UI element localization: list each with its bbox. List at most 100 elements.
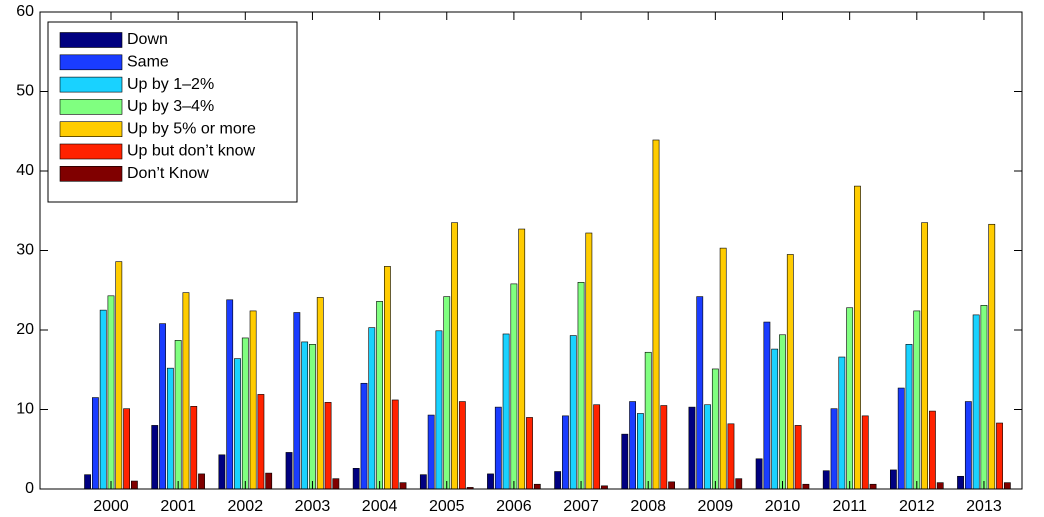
bar bbox=[174, 340, 182, 490]
legend-swatch bbox=[59, 54, 123, 71]
y-tick-label: 60 bbox=[16, 3, 34, 20]
bar bbox=[779, 334, 786, 490]
bar bbox=[226, 299, 234, 490]
legend-label: Down bbox=[127, 31, 168, 48]
legend-label: Up by 1–2% bbox=[127, 76, 214, 93]
y-tick-label: 50 bbox=[16, 83, 34, 100]
bar bbox=[131, 480, 138, 490]
bar bbox=[569, 335, 577, 490]
bar bbox=[846, 307, 854, 490]
bar bbox=[151, 425, 159, 490]
bar bbox=[802, 483, 810, 490]
bar bbox=[936, 482, 944, 490]
bar bbox=[285, 452, 293, 490]
x-tick-label: 2002 bbox=[228, 498, 264, 515]
bar bbox=[660, 405, 668, 490]
bar bbox=[427, 414, 435, 490]
bar bbox=[905, 344, 913, 490]
x-tick-label: 2004 bbox=[362, 498, 398, 515]
bar bbox=[1003, 482, 1011, 490]
bar bbox=[99, 309, 107, 490]
x-tick-label: 2008 bbox=[630, 498, 666, 515]
bar bbox=[957, 475, 964, 490]
bar bbox=[996, 422, 1003, 490]
legend-label: Up by 3–4% bbox=[127, 98, 214, 115]
bar bbox=[391, 399, 399, 490]
bar bbox=[988, 223, 996, 490]
bar bbox=[704, 404, 711, 490]
bar bbox=[510, 283, 518, 490]
bar bbox=[794, 425, 802, 490]
bar bbox=[593, 404, 601, 490]
x-tick-label: 2006 bbox=[496, 498, 532, 515]
y-tick-label: 30 bbox=[16, 242, 34, 259]
bar bbox=[577, 281, 585, 490]
bar bbox=[494, 406, 502, 490]
legend-swatch bbox=[59, 166, 123, 182]
bar bbox=[107, 295, 115, 490]
bar bbox=[727, 423, 735, 490]
bar bbox=[554, 471, 562, 490]
bar bbox=[861, 415, 869, 490]
bar bbox=[711, 368, 719, 490]
bar bbox=[234, 358, 241, 490]
bar bbox=[889, 469, 897, 490]
bar bbox=[518, 228, 526, 490]
bar bbox=[182, 292, 190, 490]
bar bbox=[301, 341, 309, 490]
legend-label: Up but don’t know bbox=[127, 143, 256, 160]
bar bbox=[688, 406, 696, 490]
bar bbox=[830, 408, 838, 490]
bar bbox=[123, 408, 130, 490]
bar bbox=[755, 458, 763, 490]
bar bbox=[451, 222, 458, 490]
bar bbox=[964, 401, 972, 490]
bar bbox=[360, 382, 368, 490]
bar bbox=[218, 454, 226, 490]
bar bbox=[383, 266, 391, 490]
bar bbox=[897, 387, 905, 490]
bar bbox=[332, 478, 340, 490]
bar bbox=[198, 473, 205, 490]
bar bbox=[771, 348, 779, 490]
bar bbox=[562, 415, 569, 490]
bar bbox=[629, 401, 636, 490]
legend-swatch bbox=[59, 99, 123, 115]
bar bbox=[822, 470, 830, 490]
y-tick-label: 40 bbox=[16, 162, 34, 179]
legend-swatch bbox=[59, 121, 123, 137]
bar bbox=[115, 261, 123, 490]
x-tick-label: 2012 bbox=[899, 498, 935, 515]
bar bbox=[526, 417, 533, 490]
bar bbox=[352, 468, 360, 490]
bar bbox=[668, 481, 675, 490]
bar bbox=[166, 367, 174, 490]
legend-label: Up by 5% or more bbox=[127, 120, 256, 137]
bar bbox=[368, 327, 376, 490]
bar bbox=[533, 483, 541, 490]
legend-swatch bbox=[59, 76, 123, 93]
bar bbox=[838, 356, 846, 490]
x-tick-label: 2007 bbox=[563, 498, 599, 515]
bar bbox=[735, 478, 743, 490]
x-tick-label: 2005 bbox=[429, 498, 465, 515]
x-tick-label: 2000 bbox=[93, 498, 129, 515]
bar bbox=[719, 247, 727, 490]
bar bbox=[636, 413, 644, 490]
bar bbox=[249, 310, 257, 490]
y-tick-label: 20 bbox=[16, 321, 34, 338]
bar bbox=[84, 474, 91, 490]
x-tick-label: 2011 bbox=[832, 498, 867, 515]
x-tick-label: 2009 bbox=[698, 498, 734, 515]
bar bbox=[621, 433, 629, 490]
bar bbox=[159, 323, 166, 490]
bar bbox=[502, 333, 510, 490]
bar bbox=[265, 472, 273, 490]
bar bbox=[869, 483, 877, 490]
bar bbox=[293, 312, 301, 490]
bar bbox=[652, 139, 660, 490]
y-tick-label: 10 bbox=[16, 401, 34, 418]
x-tick-label: 2003 bbox=[295, 498, 331, 515]
bar bbox=[644, 351, 652, 490]
